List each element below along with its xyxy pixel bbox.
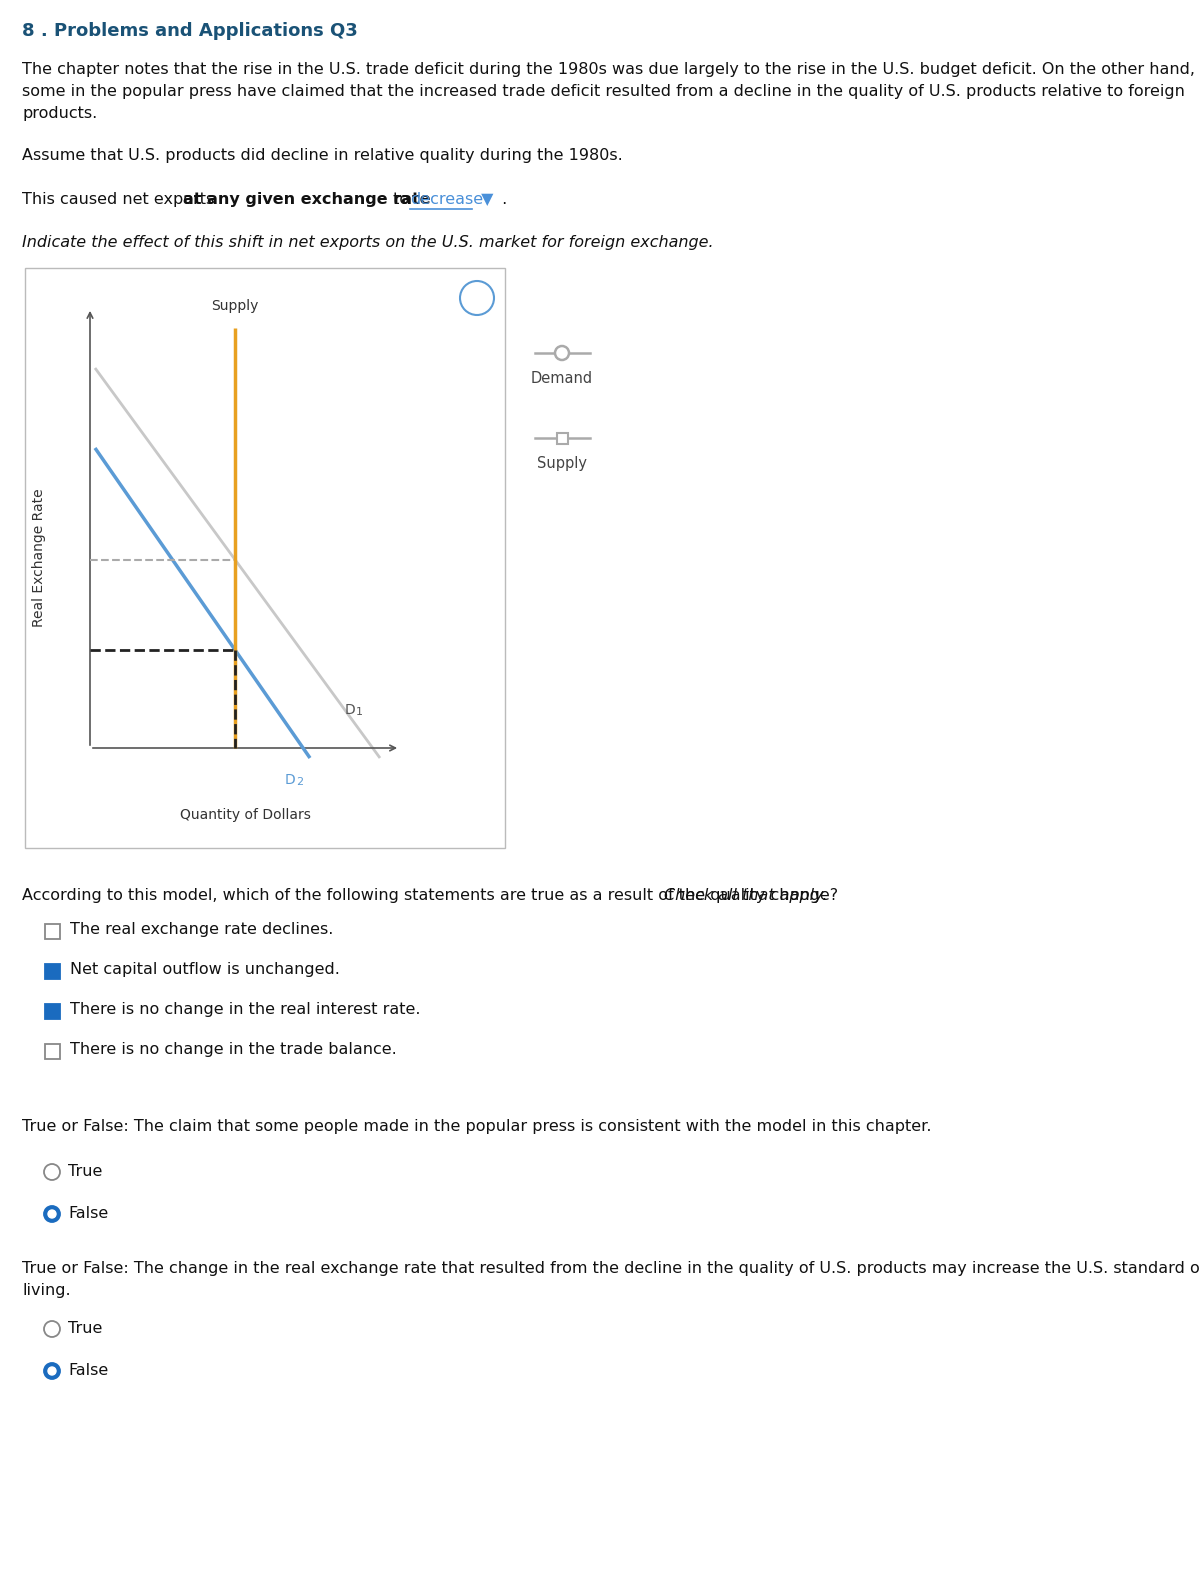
Circle shape xyxy=(44,1206,60,1222)
Text: There is no change in the trade balance.: There is no change in the trade balance. xyxy=(70,1042,397,1058)
Circle shape xyxy=(44,1364,60,1380)
Bar xyxy=(46,1004,60,1020)
Text: Quantity of Dollars: Quantity of Dollars xyxy=(180,808,311,822)
Circle shape xyxy=(460,280,494,315)
Text: There is no change in the real interest rate.: There is no change in the real interest … xyxy=(70,1002,420,1016)
Text: Net capital outflow is unchanged.: Net capital outflow is unchanged. xyxy=(70,962,340,977)
Bar xyxy=(46,1043,60,1059)
Text: 1: 1 xyxy=(356,707,364,717)
Text: Supply: Supply xyxy=(211,299,259,312)
Bar xyxy=(46,964,60,980)
Text: According to this model, which of the following statements are true as a result : According to this model, which of the fo… xyxy=(22,887,844,903)
Text: 8 . Problems and Applications Q3: 8 . Problems and Applications Q3 xyxy=(22,22,358,40)
Text: Real Exchange Rate: Real Exchange Rate xyxy=(32,489,46,628)
Text: The chapter notes that the rise in the U.S. trade deficit during the 1980s was d: The chapter notes that the rise in the U… xyxy=(22,62,1195,76)
Text: decrease: decrease xyxy=(410,193,484,207)
Bar xyxy=(25,268,505,847)
Text: True or False: The change in the real exchange rate that resulted from the decli: True or False: The change in the real ex… xyxy=(22,1262,1200,1276)
Text: This caused net exports: This caused net exports xyxy=(22,193,220,207)
Text: True: True xyxy=(68,1164,102,1179)
Text: Supply: Supply xyxy=(538,456,587,472)
Text: some in the popular press have claimed that the increased trade deficit resulted: some in the popular press have claimed t… xyxy=(22,84,1184,99)
Text: D: D xyxy=(286,773,295,787)
Text: ✓: ✓ xyxy=(46,1005,58,1020)
Text: to: to xyxy=(388,193,414,207)
Circle shape xyxy=(48,1211,56,1219)
Text: The real exchange rate declines.: The real exchange rate declines. xyxy=(70,922,334,937)
Text: True or False: The claim that some people made in the popular press is consisten: True or False: The claim that some peopl… xyxy=(22,1118,931,1134)
Text: ?: ? xyxy=(472,288,482,307)
Text: Indicate the effect of this shift in net exports on the U.S. market for foreign : Indicate the effect of this shift in net… xyxy=(22,236,714,250)
Text: ▼: ▼ xyxy=(476,193,493,207)
Text: living.: living. xyxy=(22,1282,71,1298)
Text: products.: products. xyxy=(22,107,97,121)
Text: 2: 2 xyxy=(296,777,304,787)
Text: D: D xyxy=(346,703,355,717)
Text: Demand: Demand xyxy=(530,371,593,386)
Text: True: True xyxy=(68,1321,102,1337)
Text: .: . xyxy=(497,193,508,207)
Text: Assume that U.S. products did decline in relative quality during the 1980s.: Assume that U.S. products did decline in… xyxy=(22,148,623,162)
Text: False: False xyxy=(68,1364,108,1378)
Text: at any given exchange rate: at any given exchange rate xyxy=(182,193,431,207)
Text: Check all that apply.: Check all that apply. xyxy=(664,887,828,903)
Text: ✓: ✓ xyxy=(46,965,58,980)
Circle shape xyxy=(554,346,569,360)
Text: False: False xyxy=(68,1206,108,1220)
Bar xyxy=(557,433,568,444)
Circle shape xyxy=(48,1367,56,1375)
Bar xyxy=(46,924,60,938)
